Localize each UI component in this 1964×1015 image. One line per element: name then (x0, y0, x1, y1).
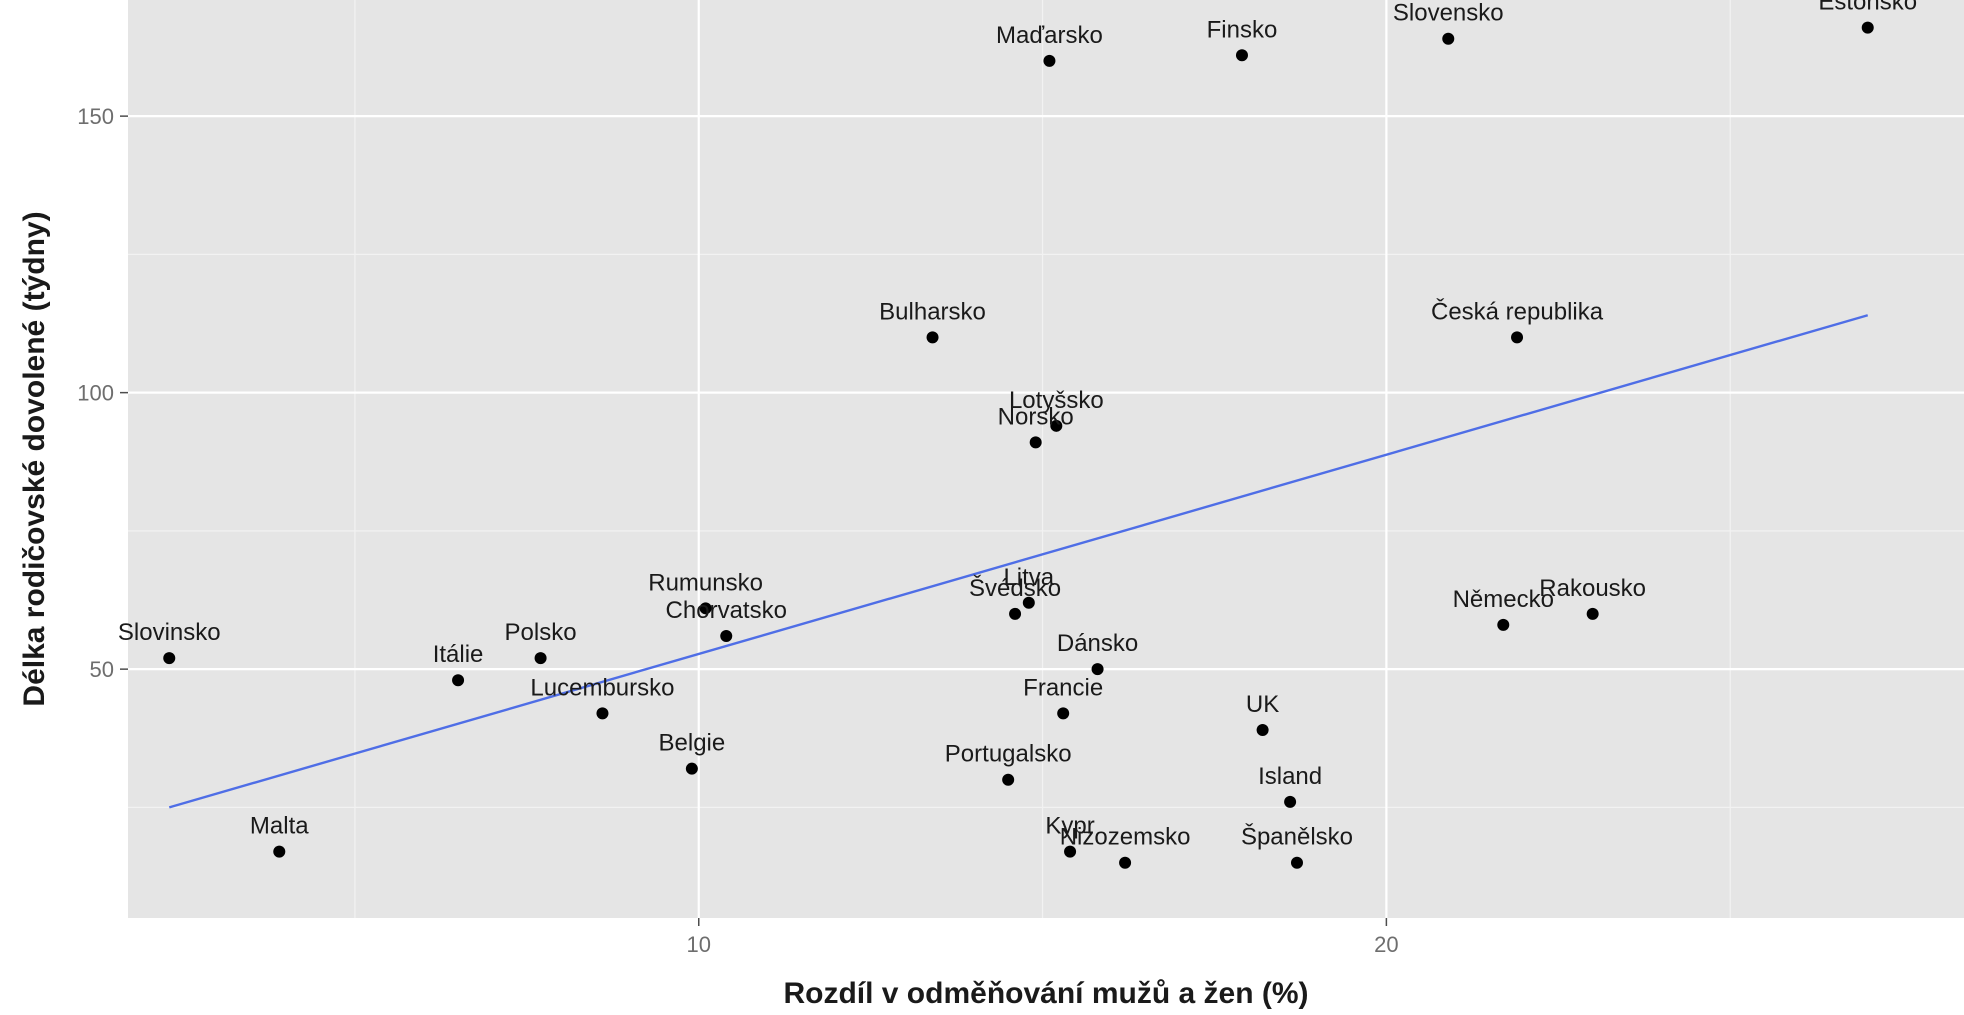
data-point (163, 652, 176, 665)
data-point (273, 845, 286, 858)
x-axis-title: Rozdíl v odměňování mužů a žen (%) (783, 977, 1308, 1010)
point-label: Bulharsko (879, 298, 986, 325)
data-point (1043, 54, 1056, 67)
point-label: Norsko (998, 403, 1074, 430)
minor-gridlines (128, 0, 1964, 918)
point-label: Lucembursko (530, 674, 674, 701)
data-point (1861, 21, 1874, 34)
data-point (1029, 436, 1042, 449)
data-point (926, 331, 939, 344)
point-label: Chorvatsko (666, 597, 787, 624)
x-tick-label: 10 (686, 932, 710, 957)
trend-line (168, 314, 1869, 809)
data-point (1290, 856, 1303, 869)
point-label: Německo (1453, 586, 1554, 613)
data-point (596, 707, 609, 720)
plot-panel (128, 0, 1964, 918)
data-point (1002, 773, 1015, 786)
data-point (720, 629, 733, 642)
point-labels: Estonsko Slovensko Finsko Maďarsko Bulharsko… (118, 0, 1917, 851)
point-label: Maďarsko (996, 22, 1103, 49)
point-label: Rumunsko (648, 569, 763, 596)
point-label: Španělsko (1241, 823, 1353, 851)
data-point (1442, 32, 1455, 45)
point-label: UK (1246, 691, 1279, 718)
data-point (1235, 49, 1248, 62)
data-points (163, 21, 1874, 869)
data-point (1050, 419, 1063, 432)
data-point (1022, 596, 1035, 609)
data-point (1119, 856, 1132, 869)
y-tick-label: 100 (77, 381, 114, 406)
data-point (1057, 707, 1070, 720)
point-label: Dánsko (1057, 630, 1138, 657)
axis-tick-labels: 10 20 50 100 150 (77, 104, 1398, 957)
data-point (1284, 795, 1297, 808)
point-label: Itálie (433, 641, 484, 668)
point-label: Česká republika (1431, 297, 1604, 325)
data-point (1091, 663, 1104, 676)
point-label: Švédsko (969, 574, 1061, 602)
data-point (699, 602, 712, 615)
point-label: Kypr (1045, 813, 1094, 840)
y-tick-label: 50 (90, 657, 114, 682)
point-label: Nizozemsko (1060, 824, 1191, 851)
y-axis-title: Délka rodičovské dovolené (týdny) (18, 211, 51, 706)
data-point (1009, 607, 1022, 620)
data-point (1497, 618, 1510, 631)
data-point (1256, 723, 1269, 736)
axis-ticks (120, 115, 1388, 926)
data-point (1511, 331, 1524, 344)
point-label: Malta (250, 813, 309, 840)
point-label: Francie (1023, 674, 1103, 701)
point-label: Belgie (659, 730, 726, 757)
data-point (452, 674, 465, 687)
point-label: Portugalsko (945, 741, 1072, 768)
major-gridlines (128, 0, 1964, 918)
data-point (534, 652, 547, 665)
point-label: Slovinsko (118, 619, 221, 646)
point-label: Island (1258, 763, 1322, 790)
point-label: Polsko (505, 619, 577, 646)
y-tick-label: 150 (77, 104, 114, 129)
data-point (685, 762, 698, 775)
point-label: Slovensko (1393, 0, 1504, 27)
point-label: Estonsko (1818, 0, 1917, 16)
x-tick-label: 20 (1374, 932, 1398, 957)
point-label: Finsko (1207, 16, 1278, 43)
point-label: Litva (1003, 564, 1054, 591)
data-point (1064, 845, 1077, 858)
point-label: Lotyšsko (1009, 387, 1104, 414)
point-label: Rakousko (1539, 575, 1646, 602)
data-point (1586, 607, 1599, 620)
